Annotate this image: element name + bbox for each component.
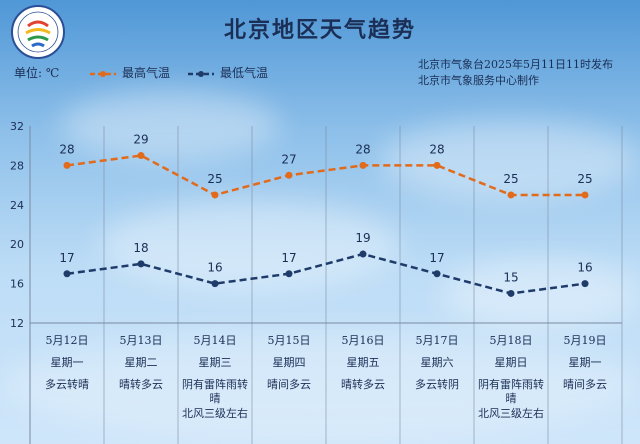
day-date: 5月13日: [119, 334, 163, 347]
data-label-low: 18: [133, 241, 148, 255]
day-weekday: 星期二: [124, 356, 158, 369]
day-column: 5月13日星期二晴转多云: [104, 330, 178, 396]
day-column: 5月12日星期一多云转晴: [30, 330, 104, 396]
point-high: [507, 191, 515, 199]
point-low: [285, 270, 293, 278]
point-high: [137, 152, 145, 160]
y-tick-label: 28: [10, 159, 24, 172]
source-line-issuer: 北京市气象台2025年5月11日11时发布: [418, 58, 613, 71]
point-high: [433, 161, 441, 169]
point-low: [581, 280, 589, 288]
day-date: 5月15日: [267, 334, 311, 347]
series-line-high: [66, 154, 585, 197]
day-column: 5月18日星期日阴有雷阵雨转晴北风三级左右: [474, 330, 548, 422]
data-label-high: 25: [207, 172, 222, 186]
data-label-low: 17: [59, 251, 74, 265]
point-low: [63, 270, 71, 278]
day-weekday: 星期三: [198, 356, 232, 369]
legend-low-label: 最低气温: [220, 66, 269, 80]
point-high: [63, 161, 71, 169]
data-label-low: 16: [577, 261, 592, 275]
day-weekday: 星期六: [420, 356, 454, 369]
point-low: [359, 250, 367, 258]
day-wind: 北风三级左右: [182, 407, 248, 420]
legend-high-swatch: [90, 70, 116, 77]
legend-high-label: 最高气温: [122, 66, 171, 80]
legend-high: 最高气温: [88, 64, 170, 81]
data-label-high: 28: [59, 142, 74, 156]
day-date: 5月14日: [193, 334, 237, 347]
day-weekday: 星期一: [50, 356, 84, 369]
point-low: [211, 280, 219, 288]
day-weather: 晴转多云: [341, 378, 385, 391]
day-date: 5月17日: [415, 334, 459, 347]
weather-service-logo: [11, 5, 65, 59]
day-column: 5月17日星期六多云转阴: [400, 330, 474, 396]
unit-label: 单位: ℃: [14, 66, 60, 80]
day-column: 5月19日星期一晴间多云: [548, 330, 622, 396]
y-tick-label: 16: [10, 278, 24, 291]
day-weather: 多云转阴: [415, 378, 459, 391]
point-high: [211, 191, 219, 199]
day-date: 5月19日: [563, 334, 607, 347]
day-date: 5月12日: [45, 334, 89, 347]
data-label-high: 27: [281, 152, 296, 166]
day-weekday: 星期四: [272, 356, 306, 369]
day-column: 5月16日星期五晴转多云: [326, 330, 400, 396]
legend-low: 最低气温: [186, 64, 268, 81]
point-low: [137, 260, 145, 268]
point-high: [359, 161, 367, 169]
data-label-low: 17: [429, 251, 444, 265]
y-tick-label: 24: [10, 199, 24, 212]
day-wind: 北风三级左右: [478, 407, 544, 420]
source-note: 北京市气象台2025年5月11日11时发布 北京市气象服务中心制作: [418, 57, 613, 89]
y-tick-label: 20: [10, 238, 24, 251]
data-label-low: 19: [355, 231, 370, 245]
y-tick-label: 32: [10, 120, 24, 133]
day-weekday: 星期日: [494, 356, 528, 369]
point-low: [433, 270, 441, 278]
data-label-high: 28: [429, 142, 444, 156]
day-weather: 多云转晴: [45, 378, 89, 391]
day-weather: 阴有雷阵雨转晴: [478, 378, 544, 405]
point-high: [581, 191, 589, 199]
day-column: 5月15日星期四晴间多云: [252, 330, 326, 396]
data-label-low: 15: [503, 270, 518, 284]
data-label-high: 25: [503, 172, 518, 186]
day-date: 5月16日: [341, 334, 385, 347]
day-weather: 阴有雷阵雨转晴: [182, 378, 248, 405]
source-line-producer: 北京市气象服务中心制作: [418, 74, 539, 87]
data-label-low: 16: [207, 261, 222, 275]
y-tick-label: 12: [10, 317, 24, 330]
page-title: 北京地区天气趋势: [223, 17, 416, 43]
data-label-high: 28: [355, 142, 370, 156]
day-column: 5月14日星期三阴有雷阵雨转晴北风三级左右: [178, 330, 252, 422]
data-label-low: 17: [281, 251, 296, 265]
legend-low-swatch: [188, 70, 214, 77]
series-line-low: [66, 252, 586, 295]
data-label-high: 29: [133, 133, 148, 147]
day-date: 5月18日: [489, 334, 533, 347]
day-weather: 晴间多云: [267, 378, 311, 391]
point-low: [507, 289, 515, 297]
day-weekday: 星期一: [568, 356, 602, 369]
day-weekday: 星期五: [346, 356, 380, 369]
day-weather: 晴间多云: [563, 378, 607, 391]
data-label-high: 25: [577, 172, 592, 186]
day-weather: 晴转多云: [119, 378, 163, 391]
point-high: [285, 171, 293, 179]
